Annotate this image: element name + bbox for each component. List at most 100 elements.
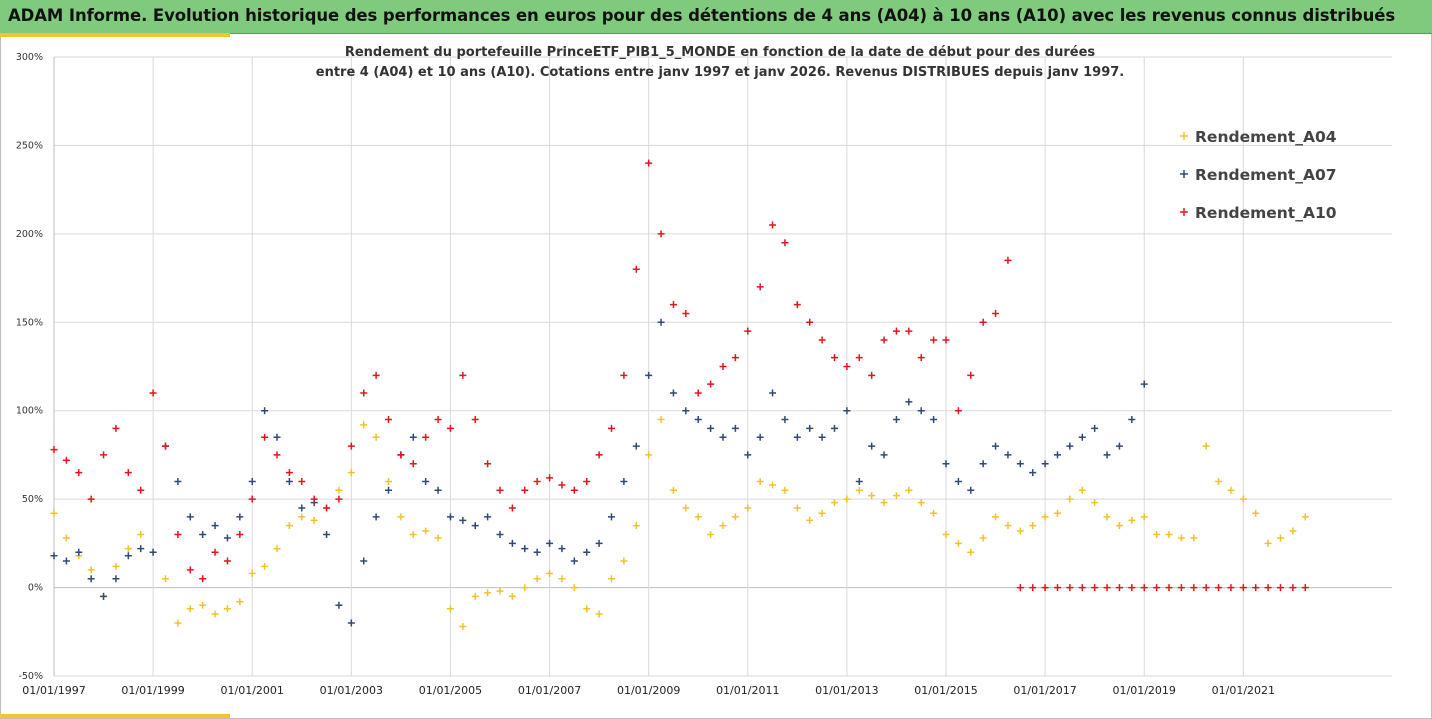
data-point bbox=[1252, 509, 1260, 517]
data-point bbox=[484, 513, 492, 521]
series-Rendement_A04 bbox=[50, 416, 1309, 630]
data-point bbox=[112, 424, 120, 432]
data-point bbox=[409, 531, 417, 539]
data-point bbox=[1004, 256, 1012, 264]
data-point bbox=[608, 575, 615, 583]
x-tick-label: 01/01/2019 bbox=[1113, 684, 1176, 697]
data-point bbox=[298, 477, 306, 485]
data-point bbox=[1227, 486, 1235, 494]
data-point bbox=[930, 509, 938, 517]
x-tick-label: 01/01/2013 bbox=[815, 684, 878, 697]
legend-marker bbox=[1180, 132, 1188, 140]
data-point bbox=[385, 477, 392, 485]
data-point bbox=[855, 354, 863, 362]
series-Rendement_A10 bbox=[50, 159, 1309, 592]
data-point bbox=[793, 504, 801, 512]
data-point bbox=[583, 548, 591, 556]
data-point bbox=[793, 301, 801, 309]
data-point bbox=[657, 318, 665, 326]
data-point bbox=[137, 545, 145, 553]
data-point bbox=[1177, 534, 1185, 542]
data-point bbox=[1054, 451, 1061, 459]
data-point bbox=[50, 552, 58, 560]
data-point bbox=[954, 407, 962, 415]
data-point bbox=[694, 513, 702, 521]
data-point bbox=[954, 477, 962, 485]
data-point bbox=[347, 442, 355, 450]
data-point bbox=[385, 416, 392, 424]
legend-marker bbox=[1180, 170, 1188, 178]
data-point bbox=[422, 477, 430, 485]
data-point bbox=[434, 486, 442, 494]
data-point bbox=[174, 477, 182, 485]
data-point bbox=[1239, 584, 1247, 592]
data-point bbox=[446, 424, 454, 432]
data-point bbox=[1029, 469, 1037, 477]
legend: Rendement_A04 Rendement_A07 Rendement_A10 bbox=[1180, 128, 1337, 222]
data-point bbox=[744, 504, 752, 512]
data-point bbox=[236, 531, 244, 539]
data-point bbox=[211, 522, 219, 530]
data-point bbox=[459, 371, 467, 379]
data-point bbox=[682, 407, 690, 415]
data-point bbox=[744, 327, 752, 335]
data-point bbox=[273, 433, 281, 441]
data-point bbox=[917, 499, 925, 507]
data-point bbox=[347, 469, 355, 477]
data-point bbox=[917, 354, 925, 362]
data-point bbox=[979, 534, 987, 542]
data-point bbox=[422, 433, 430, 441]
legend-item: Rendement_A07 bbox=[1180, 166, 1337, 184]
data-point bbox=[1103, 451, 1111, 459]
data-point bbox=[223, 534, 231, 542]
data-point bbox=[310, 516, 318, 524]
data-point bbox=[1115, 584, 1123, 592]
data-point bbox=[422, 527, 430, 535]
data-point bbox=[1301, 513, 1309, 521]
data-point bbox=[583, 605, 591, 613]
y-tick-label: 250% bbox=[16, 140, 43, 151]
data-point bbox=[632, 265, 640, 273]
data-points bbox=[50, 159, 1309, 630]
data-point bbox=[979, 460, 987, 468]
data-point bbox=[496, 531, 504, 539]
data-point bbox=[558, 481, 566, 489]
data-point bbox=[174, 619, 182, 627]
data-point bbox=[620, 371, 628, 379]
data-point bbox=[694, 416, 702, 424]
x-tick-label: 01/01/2009 bbox=[617, 684, 680, 697]
data-point bbox=[905, 327, 913, 335]
data-point bbox=[546, 539, 554, 547]
data-point bbox=[930, 336, 938, 344]
data-point bbox=[397, 451, 405, 459]
data-point bbox=[707, 531, 715, 539]
data-point bbox=[855, 486, 863, 494]
y-tick-label: 200% bbox=[16, 229, 43, 240]
data-point bbox=[372, 433, 380, 441]
data-point bbox=[645, 159, 653, 167]
data-point bbox=[261, 433, 269, 441]
data-point bbox=[806, 424, 814, 432]
data-point bbox=[669, 301, 677, 309]
data-point bbox=[731, 424, 739, 432]
data-point bbox=[570, 584, 578, 592]
data-point bbox=[1252, 584, 1260, 592]
data-point bbox=[1128, 584, 1136, 592]
data-point bbox=[620, 557, 628, 565]
legend-marker bbox=[1180, 208, 1188, 216]
data-point bbox=[967, 548, 975, 556]
data-point bbox=[1239, 495, 1247, 503]
data-point bbox=[719, 363, 727, 370]
data-point bbox=[831, 499, 838, 507]
data-point bbox=[1054, 509, 1061, 517]
data-point bbox=[1202, 584, 1210, 592]
data-point bbox=[1066, 442, 1074, 450]
data-point bbox=[843, 363, 851, 370]
y-tick-label: -50% bbox=[18, 671, 43, 682]
legend-item: Rendement_A10 bbox=[1180, 204, 1337, 222]
data-point bbox=[843, 495, 851, 503]
data-point bbox=[335, 601, 343, 609]
data-point bbox=[558, 545, 566, 553]
y-tick-label: 100% bbox=[16, 406, 43, 417]
data-point bbox=[1066, 495, 1074, 503]
